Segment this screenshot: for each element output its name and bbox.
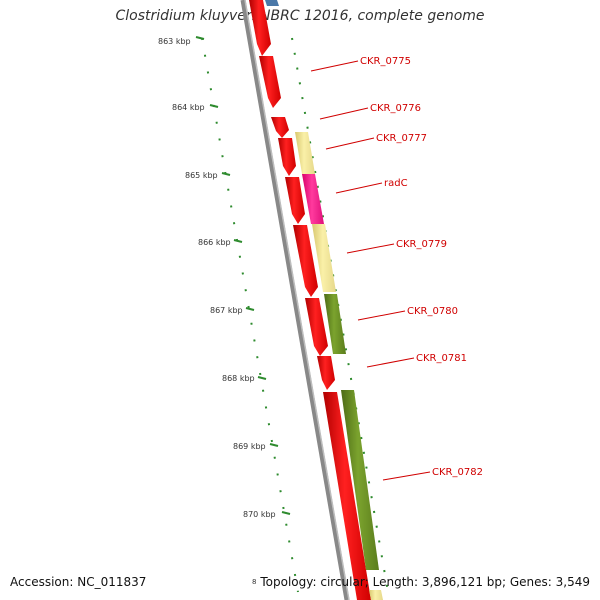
kbp-label: 863 kbp [158, 37, 191, 46]
gene-block-yellow-bottom [369, 590, 383, 600]
gene-label-ckr0781: CKR_0781 [416, 353, 467, 364]
kbp-label: 870 kbp [243, 510, 276, 519]
forward-strand-genes [265, 0, 383, 600]
kbp-label: 868 kbp [222, 374, 255, 383]
gene-arrow [305, 298, 328, 356]
gene-arrow [278, 138, 296, 176]
genome-summary: Topology: circular; Length: 3,896,121 bp… [260, 575, 590, 589]
gene-label-ckr0776: CKR_0776 [370, 103, 421, 114]
kbp-label: 866 kbp [198, 238, 231, 247]
kbp-label: 869 kbp [233, 442, 266, 451]
gene-blue [265, 0, 279, 6]
gene-block-ckr0782 [341, 390, 379, 570]
gene-block-ckr0780 [324, 294, 346, 354]
gene-labels: CKR_0775 CKR_0776 CKR_0777 radC CKR_0779… [360, 56, 483, 478]
small-mark: 8 [252, 578, 257, 586]
gene-block-ckr0777 [295, 132, 315, 174]
gene-label-ckr0782: CKR_0782 [432, 467, 483, 478]
gene-arrow [271, 117, 289, 138]
gene-label-ckr0775: CKR_0775 [360, 56, 411, 67]
kbp-ticks [195, 36, 291, 515]
gene-label-ckr0780: CKR_0780 [407, 306, 458, 317]
kbp-label: 867 kbp [210, 306, 243, 315]
gene-arrow [293, 225, 318, 297]
kbp-labels: 863 kbp 864 kbp 865 kbp 866 kbp 867 kbp … [158, 37, 276, 519]
gene-arrow [323, 392, 371, 600]
genome-backbone [240, 0, 350, 600]
reverse-strand-genes [249, 0, 371, 600]
kbp-label: 865 kbp [185, 171, 218, 180]
gene-label-radc: radC [384, 178, 408, 189]
gene-arrow [317, 356, 335, 390]
kbp-label: 864 kbp [172, 103, 205, 112]
genome-title: Clostridium kluyveri NBRC 12016, complet… [115, 8, 485, 24]
gene-arrow [249, 0, 271, 56]
gene-block-radc [302, 174, 324, 224]
gene-label-ckr0777: CKR_0777 [376, 133, 427, 144]
gene-block-ckr0779 [312, 224, 336, 292]
gene-arrow [285, 177, 305, 224]
gene-arrow [259, 56, 281, 108]
accession-text: Accession: NC_011837 [10, 575, 147, 589]
label-leaders [310, 60, 431, 481]
gene-label-ckr0779: CKR_0779 [396, 239, 447, 250]
